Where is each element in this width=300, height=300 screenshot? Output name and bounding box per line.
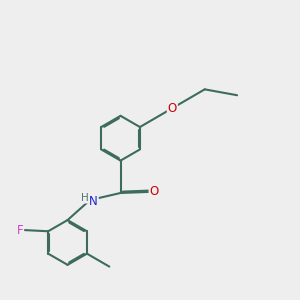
Text: N: N	[89, 195, 98, 208]
Text: F: F	[16, 224, 23, 237]
Text: O: O	[168, 102, 177, 115]
Text: H: H	[81, 193, 89, 203]
Text: O: O	[149, 185, 159, 198]
